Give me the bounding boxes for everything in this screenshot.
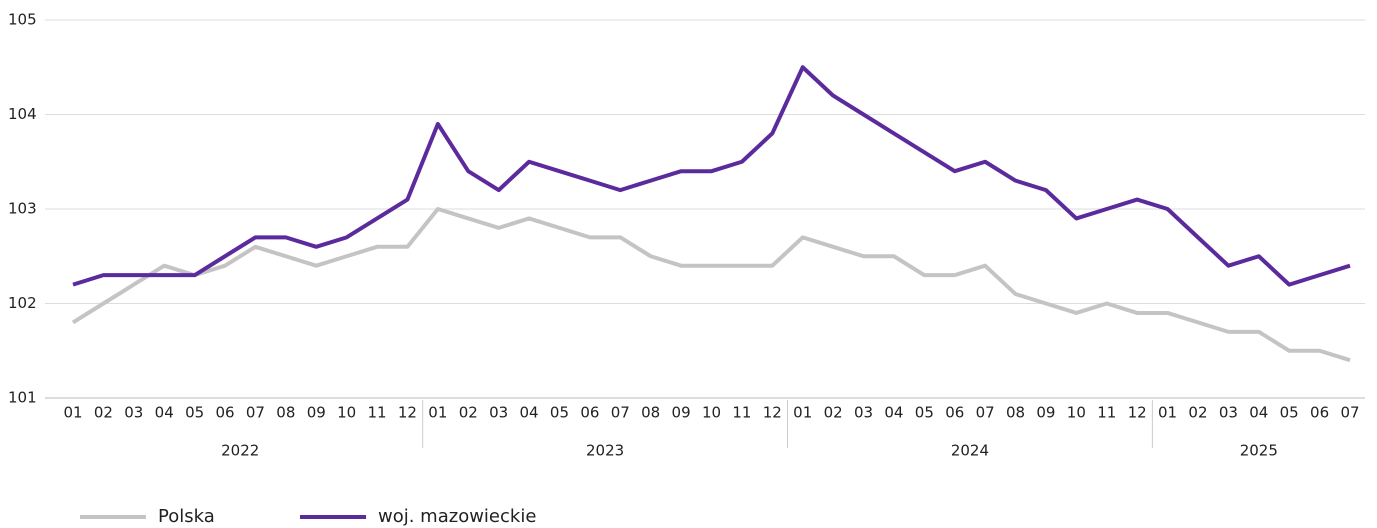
x-tick-label: 10 — [702, 404, 721, 422]
x-tick-label: 03 — [489, 404, 508, 422]
x-tick-label: 06 — [215, 404, 234, 422]
x-tick-label: 12 — [398, 404, 417, 422]
year-label: 2023 — [586, 442, 624, 460]
y-tick-label: 104 — [8, 105, 37, 123]
x-tick-label: 01 — [793, 404, 812, 422]
x-tick-label: 11 — [368, 404, 387, 422]
x-tick-label: 02 — [1188, 404, 1207, 422]
x-tick-label: 07 — [611, 404, 630, 422]
x-tick-label: 09 — [307, 404, 326, 422]
y-tick-label: 103 — [8, 200, 37, 218]
x-tick-label: 07 — [976, 404, 995, 422]
y-tick-label: 105 — [8, 11, 37, 29]
x-tick-label: 10 — [337, 404, 356, 422]
x-tick-label: 03 — [1219, 404, 1238, 422]
x-tick-label: 04 — [520, 404, 539, 422]
x-tick-label: 06 — [580, 404, 599, 422]
x-tick-label: 07 — [1340, 404, 1359, 422]
x-tick-label: 08 — [641, 404, 660, 422]
x-tick-label: 05 — [185, 404, 204, 422]
x-tick-label: 04 — [155, 404, 174, 422]
x-tick-label: 09 — [672, 404, 691, 422]
x-tick-label: 07 — [246, 404, 265, 422]
year-label: 2024 — [951, 442, 989, 460]
x-tick-label: 03 — [854, 404, 873, 422]
x-tick-label: 08 — [276, 404, 295, 422]
legend-label: woj. mazowieckie — [378, 506, 536, 527]
x-tick-label: 02 — [824, 404, 843, 422]
x-tick-label: 05 — [915, 404, 934, 422]
x-tick-label: 12 — [763, 404, 782, 422]
x-tick-label: 11 — [1097, 404, 1116, 422]
x-tick-label: 01 — [428, 404, 447, 422]
x-tick-label: 01 — [63, 404, 82, 422]
x-tick-label: 06 — [1310, 404, 1329, 422]
x-tick-label: 04 — [1249, 404, 1268, 422]
x-tick-label: 05 — [550, 404, 569, 422]
series-line — [72, 65, 1351, 287]
x-tick-label: 06 — [945, 404, 964, 422]
y-tick-label: 102 — [8, 294, 37, 312]
x-tick-label: 05 — [1280, 404, 1299, 422]
x-tick-label: 03 — [124, 404, 143, 422]
year-label: 2025 — [1240, 442, 1278, 460]
legend-label: Polska — [158, 506, 215, 527]
x-tick-label: 09 — [1036, 404, 1055, 422]
x-tick-label: 11 — [732, 404, 751, 422]
year-label: 2022 — [221, 442, 259, 460]
x-tick-label: 02 — [94, 404, 113, 422]
x-tick-label: 08 — [1006, 404, 1025, 422]
x-tick-label: 01 — [1158, 404, 1177, 422]
x-tick-label: 10 — [1067, 404, 1086, 422]
x-tick-label: 02 — [459, 404, 478, 422]
x-tick-label: 04 — [884, 404, 903, 422]
y-tick-label: 101 — [8, 389, 37, 407]
series-line — [71, 207, 1351, 363]
x-tick-label: 12 — [1128, 404, 1147, 422]
